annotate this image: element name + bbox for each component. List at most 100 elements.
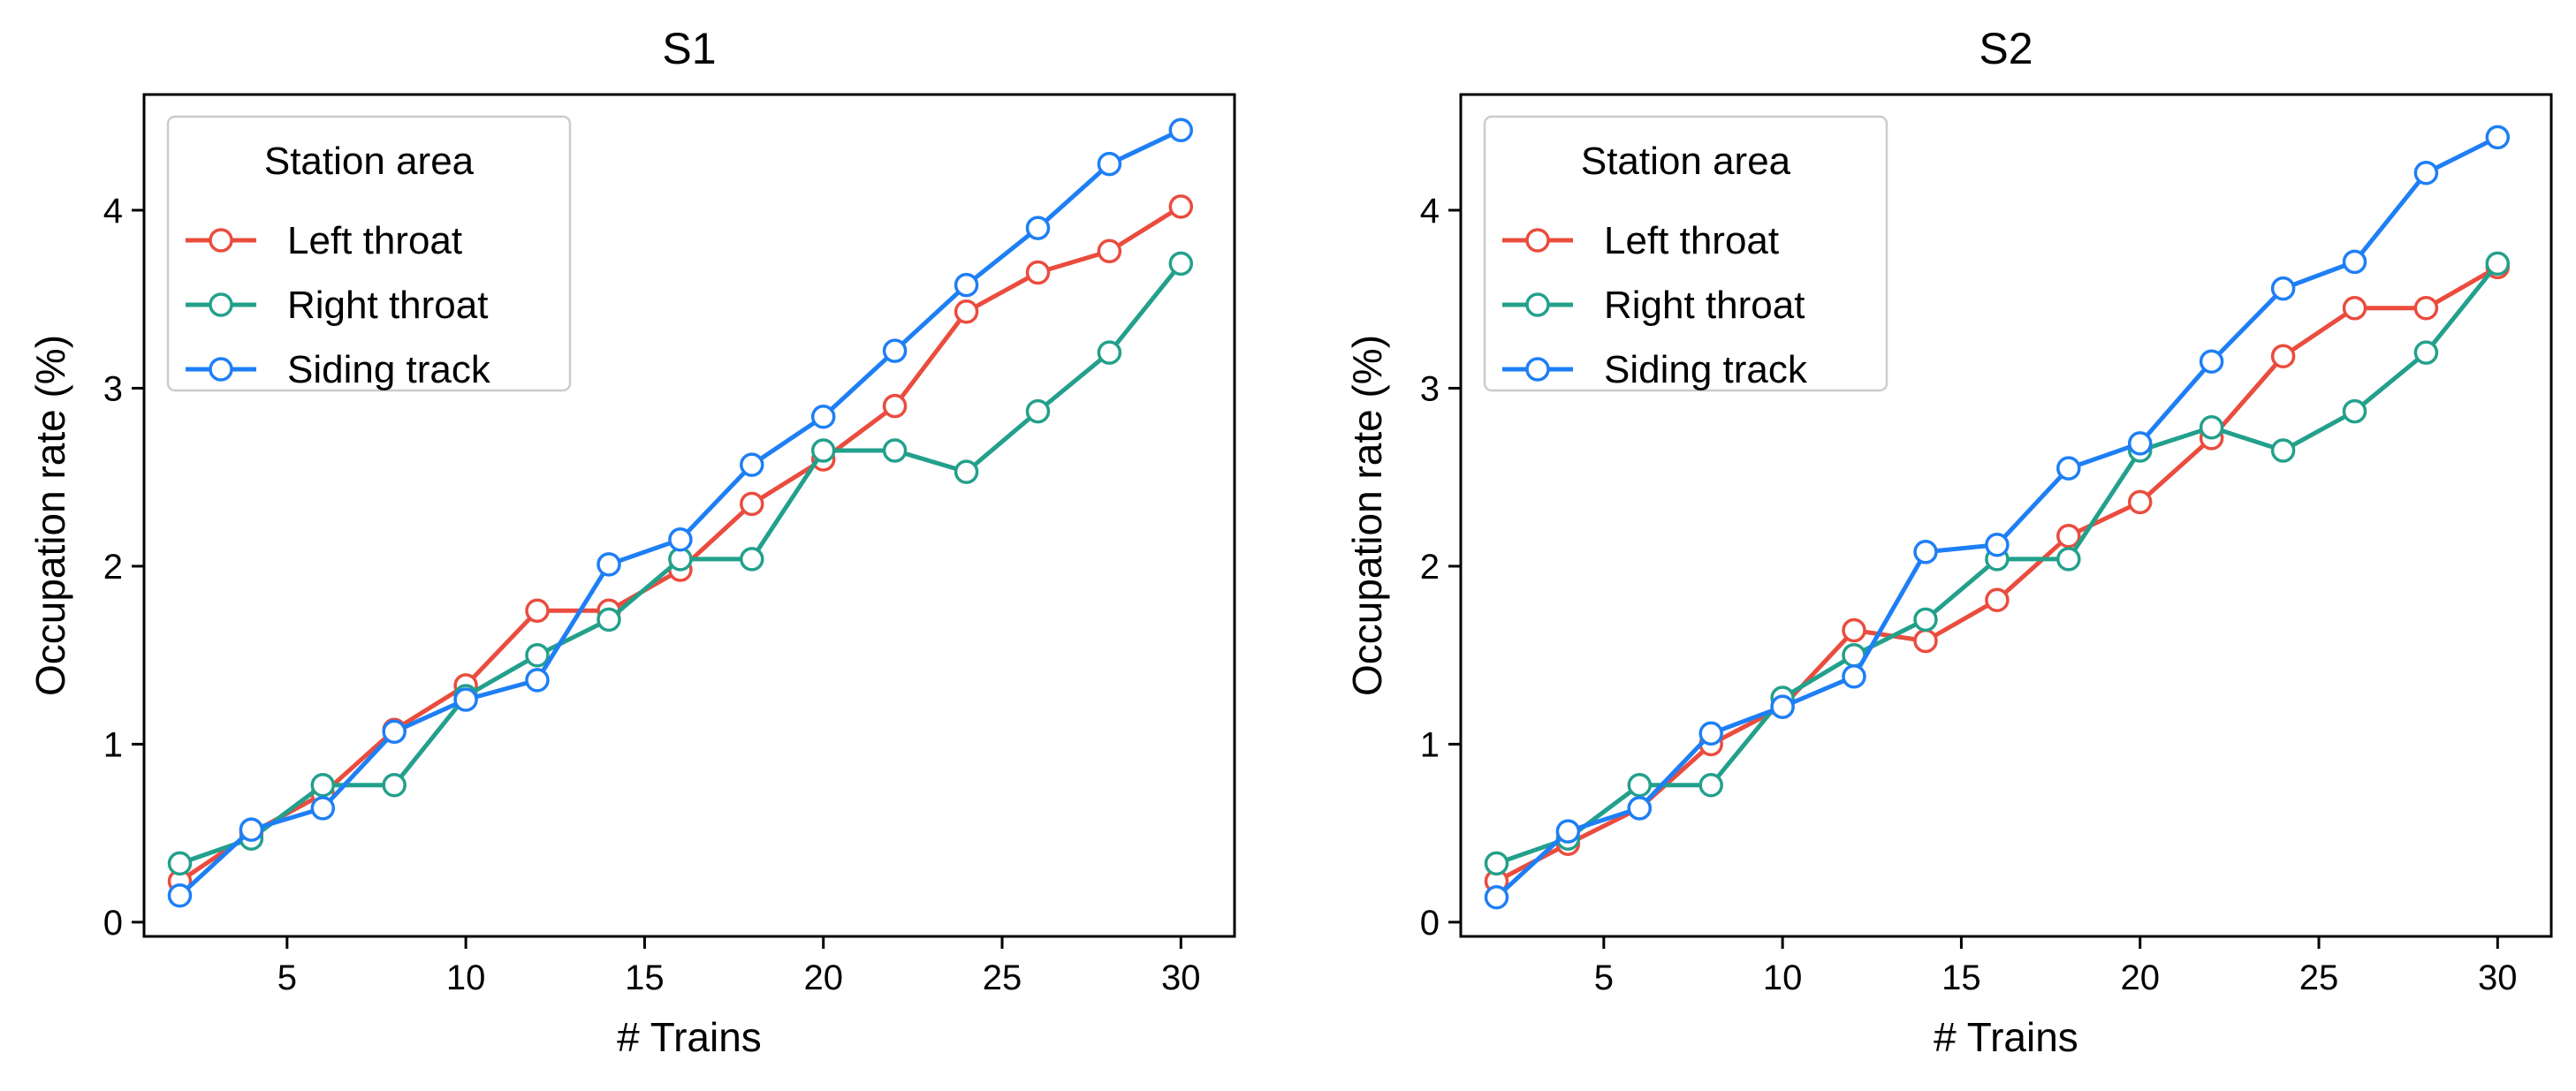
data-point — [2413, 340, 2439, 365]
data-point — [167, 851, 193, 876]
legend-label: Siding track — [287, 348, 491, 391]
legend-box — [166, 115, 572, 392]
data-point — [1913, 628, 1938, 654]
y-tick-label: 2 — [103, 548, 123, 587]
data-point — [1627, 796, 1653, 821]
y-tick-label: 4 — [103, 192, 123, 231]
x-tick-label: 5 — [1594, 958, 1614, 997]
data-point — [2342, 398, 2367, 424]
y-tick-label: 3 — [103, 369, 123, 408]
data-point — [954, 459, 979, 484]
data-point — [382, 719, 407, 745]
data-point — [597, 552, 621, 577]
data-point — [1698, 721, 1723, 746]
data-point — [2413, 160, 2439, 186]
data-point — [1842, 664, 1866, 689]
data-point — [1627, 772, 1653, 798]
data-point — [1985, 587, 2010, 612]
data-point — [1555, 819, 1581, 844]
legend-title: Station area — [264, 140, 475, 183]
data-point — [1168, 194, 1194, 219]
legend-label: Right throat — [287, 284, 488, 327]
data-point — [1484, 884, 1509, 910]
legend-marker — [1525, 292, 1550, 317]
legend-marker — [1525, 228, 1550, 253]
data-point — [597, 607, 621, 633]
data-point — [954, 272, 979, 298]
data-point — [2413, 296, 2439, 321]
data-point — [1698, 772, 1723, 798]
data-point — [2342, 249, 2367, 275]
data-point — [2342, 296, 2367, 321]
legend-label: Right throat — [1604, 284, 1805, 327]
data-point — [954, 299, 979, 324]
data-point — [2270, 438, 2296, 463]
data-point — [2127, 489, 2153, 515]
legend-marker — [209, 292, 233, 317]
y-tick-label: 3 — [1420, 369, 1440, 408]
x-tick-label: 20 — [803, 958, 843, 997]
chart-panel-1: S1 5 10 15 20 25 30 0 1 2 3 4 # Trains Occupation rat… — [27, 24, 1236, 1060]
legend-title: Station area — [1581, 140, 1791, 183]
data-point — [740, 491, 764, 517]
y-tick-label: 4 — [1420, 192, 1440, 231]
data-point — [1985, 532, 2010, 557]
x-tick-label: 10 — [1763, 958, 1803, 997]
data-point — [1484, 851, 1509, 876]
axes-frame — [1459, 93, 2553, 938]
data-point — [882, 438, 908, 463]
y-tick-label: 0 — [1420, 904, 1440, 943]
y-tick-label: 0 — [103, 904, 123, 943]
data-point — [310, 772, 336, 798]
y-tick-label: 1 — [103, 725, 123, 764]
data-point — [740, 452, 764, 477]
legend-box — [1483, 115, 1888, 392]
data-point — [1025, 216, 1051, 240]
x-tick-label: 30 — [1161, 958, 1201, 997]
x-tick-label: 15 — [625, 958, 665, 997]
data-point — [167, 883, 193, 908]
data-point — [2485, 251, 2511, 277]
data-point — [1097, 239, 1122, 264]
data-point — [810, 438, 836, 463]
axes-frame — [142, 93, 1236, 938]
y-axis-label: Occupation rate (%) — [27, 335, 73, 696]
data-point — [668, 527, 693, 552]
data-point — [1913, 607, 1938, 633]
legend-marker — [1525, 357, 1550, 382]
x-tick-label: 30 — [2478, 958, 2518, 997]
y-axis-label: Occupation rate (%) — [1344, 335, 1390, 696]
data-point — [882, 393, 908, 419]
data-point — [2270, 276, 2296, 301]
legend: Station area Left throat Right throat Sidin… — [1483, 115, 1888, 392]
data-point — [382, 772, 407, 798]
data-point — [525, 598, 550, 624]
data-point — [2270, 344, 2296, 368]
data-point — [525, 642, 550, 668]
x-tick-label: 25 — [983, 958, 1022, 997]
data-point — [2199, 415, 2224, 440]
data-point — [882, 338, 908, 363]
legend-marker — [209, 357, 233, 382]
data-point — [239, 817, 264, 842]
data-point — [1913, 540, 1938, 564]
x-axis-label: # Trains — [617, 1014, 762, 1060]
y-tick-label: 2 — [1420, 548, 1440, 587]
chart-title: S1 — [662, 24, 716, 73]
data-point — [1097, 340, 1122, 365]
data-point — [810, 404, 836, 429]
data-point — [2127, 431, 2153, 456]
legend: Station area Left throat Right throat Sidin… — [166, 115, 572, 392]
data-point — [525, 668, 550, 693]
data-point — [310, 796, 336, 821]
data-point — [2199, 349, 2224, 374]
data-point — [1025, 260, 1051, 285]
data-point — [1168, 251, 1194, 277]
chart-title: S2 — [1979, 24, 2033, 73]
data-point — [2056, 523, 2081, 549]
data-point — [1770, 694, 1795, 719]
data-point — [2056, 456, 2081, 481]
data-point — [1842, 617, 1866, 643]
x-tick-label: 10 — [446, 958, 486, 997]
legend-label: Left throat — [287, 219, 462, 262]
